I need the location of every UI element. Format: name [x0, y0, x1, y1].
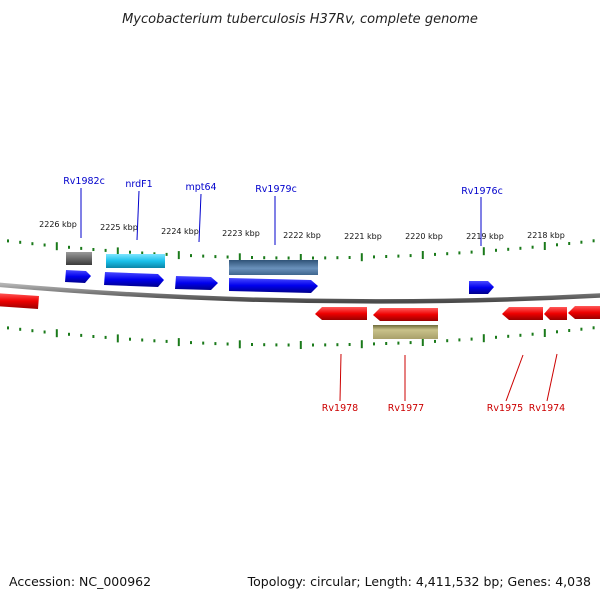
- gene-label-mpt64[interactable]: mpt64: [185, 182, 216, 193]
- feature-track-upper: [66, 252, 318, 275]
- scale-label-2226: 2226 kbp: [39, 220, 77, 229]
- leader-mpt64: [198, 193, 202, 243]
- gene-label-rv1979c[interactable]: Rv1979c: [255, 184, 297, 195]
- scale-label-2224: 2224 kbp: [161, 227, 199, 236]
- forward-gene-labels: Rv1982c nrdF1 mpt64 Rv1979c Rv1976c: [63, 176, 503, 246]
- leader-rv1975: [505, 354, 524, 402]
- cds-rv1978[interactable]: [315, 307, 367, 320]
- cds-nrdf1[interactable]: [104, 272, 164, 287]
- genome-backbone: [0, 282, 600, 304]
- leader-rv1974: [546, 353, 558, 402]
- forward-cds-track: [65, 270, 494, 294]
- feature-block-gray[interactable]: [66, 252, 92, 265]
- gene-label-rv1975[interactable]: Rv1975: [487, 403, 523, 414]
- cds-rv1976c[interactable]: [469, 281, 494, 294]
- scale-labels: 2226 kbp 2225 kbp 2224 kbp 2223 kbp 2222…: [39, 220, 565, 241]
- gene-label-rv1977[interactable]: Rv1977: [388, 403, 424, 414]
- feature-block-olive[interactable]: [373, 325, 438, 339]
- cds-right-edge[interactable]: [568, 306, 600, 319]
- scale-label-2218: 2218 kbp: [527, 231, 565, 240]
- reverse-cds-track: [0, 293, 600, 321]
- feature-block-steel[interactable]: [229, 260, 318, 275]
- cds-rv1977[interactable]: [373, 308, 438, 321]
- scale-label-2223: 2223 kbp: [222, 229, 260, 238]
- leader-nrdf1: [136, 190, 140, 241]
- gene-label-nrdf1[interactable]: nrdF1: [125, 179, 152, 190]
- cds-left-edge[interactable]: [0, 293, 39, 309]
- cds-rv1982c[interactable]: [65, 270, 91, 283]
- map-title: Mycobacterium tuberculosis H37Rv, comple…: [122, 12, 478, 27]
- gene-label-rv1982c[interactable]: Rv1982c: [63, 176, 105, 187]
- scale-label-2219: 2219 kbp: [466, 232, 504, 241]
- upper-tick-track: [7, 239, 595, 262]
- cds-mpt64[interactable]: [175, 276, 218, 290]
- scale-label-2225: 2225 kbp: [100, 223, 138, 232]
- scale-label-2222: 2222 kbp: [283, 231, 321, 240]
- scale-label-2220: 2220 kbp: [405, 232, 443, 241]
- gene-label-rv1976c[interactable]: Rv1976c: [461, 186, 503, 197]
- gene-label-rv1974[interactable]: Rv1974: [529, 403, 565, 414]
- cds-rv1979c[interactable]: [229, 278, 318, 293]
- reverse-gene-labels: Rv1978 Rv1977 Rv1975 Rv1974: [322, 353, 565, 414]
- feature-block-cyan[interactable]: [106, 254, 165, 268]
- accession-text: Accession: NC_000962: [9, 574, 151, 589]
- lower-tick-track: [7, 326, 595, 349]
- leader-rv1978: [339, 353, 342, 402]
- genome-summary-text: Topology: circular; Length: 4,411,532 bp…: [247, 574, 591, 589]
- cds-rv1974[interactable]: [544, 307, 567, 320]
- cds-rv1975[interactable]: [502, 307, 543, 320]
- gene-label-rv1978[interactable]: Rv1978: [322, 403, 358, 414]
- scale-label-2221: 2221 kbp: [344, 232, 382, 241]
